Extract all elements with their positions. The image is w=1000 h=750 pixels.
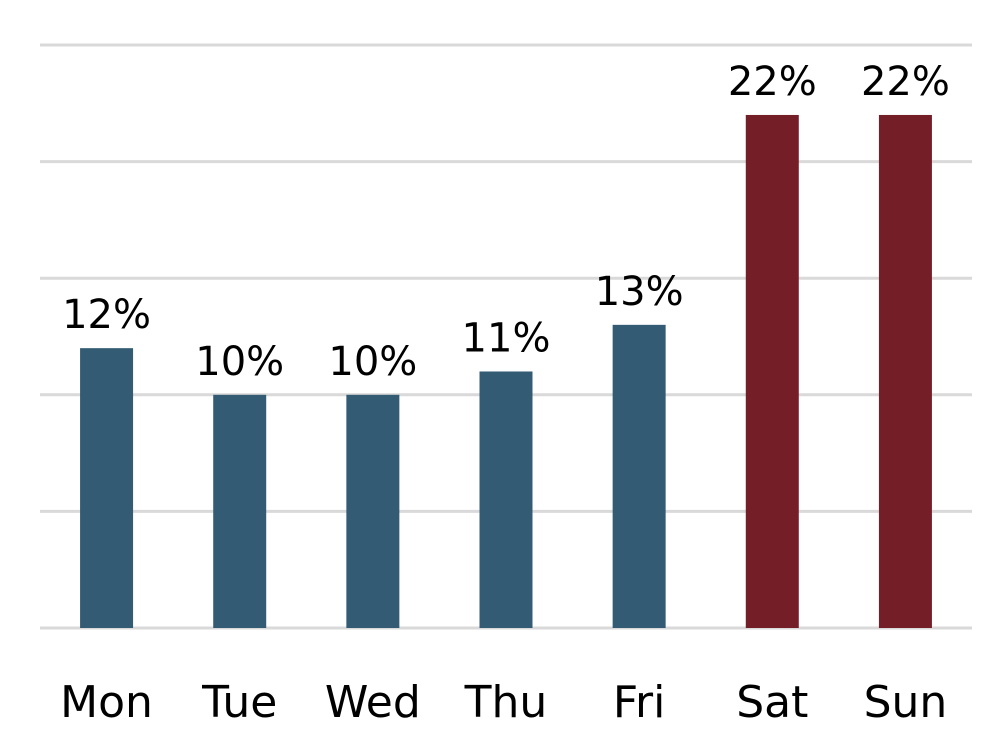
bar-wed	[346, 394, 400, 628]
x-tick-label-sun: Sun	[864, 677, 948, 728]
data-label-wed: 10%	[328, 339, 417, 385]
data-label-sun: 22%	[861, 59, 950, 105]
bars	[80, 114, 932, 628]
x-tick-label-fri: Fri	[613, 677, 665, 728]
bar-fri	[612, 324, 666, 628]
bar-sun	[878, 114, 932, 628]
bar-mon	[80, 348, 134, 628]
x-tick-label-sat: Sat	[736, 677, 808, 728]
bar-tue	[213, 394, 267, 628]
x-tick-label-wed: Wed	[325, 677, 421, 728]
data-label-thu: 11%	[462, 315, 551, 361]
x-axis-tick-labels: Mon Tue Wed Thu Fri Sat Sun	[60, 677, 947, 728]
x-tick-label-thu: Thu	[464, 677, 548, 728]
x-tick-label-tue: Tue	[201, 677, 277, 728]
bar-thu	[479, 371, 533, 628]
data-label-tue: 10%	[195, 339, 284, 385]
bar-sat	[745, 114, 799, 628]
data-label-sat: 22%	[728, 59, 817, 105]
data-label-mon: 12%	[62, 292, 151, 338]
data-label-fri: 13%	[595, 269, 684, 315]
data-labels: 12% 10% 10% 11% 13% 22% 22%	[62, 59, 950, 385]
x-tick-label-mon: Mon	[60, 677, 153, 728]
